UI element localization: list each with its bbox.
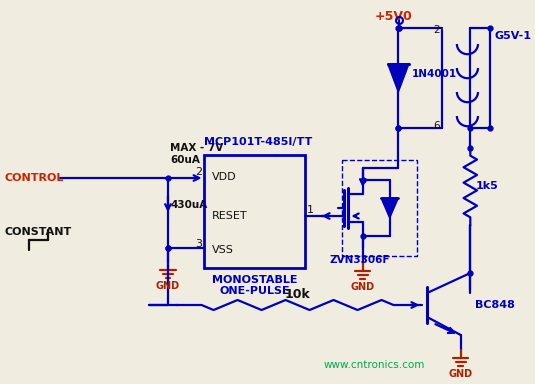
Text: BC848: BC848 — [475, 300, 515, 310]
Bar — [342, 160, 417, 256]
Text: VSS: VSS — [212, 245, 234, 255]
Text: MCP101T-485I/TT: MCP101T-485I/TT — [204, 137, 312, 147]
Text: MONOSTABLE: MONOSTABLE — [212, 275, 297, 285]
Text: CONTROL: CONTROL — [5, 173, 64, 183]
Bar — [204, 155, 305, 268]
Text: VDD: VDD — [212, 172, 237, 182]
Text: 2: 2 — [433, 25, 440, 35]
Text: 60uA: 60uA — [170, 155, 200, 165]
Polygon shape — [388, 64, 409, 92]
Text: GND: GND — [351, 282, 375, 292]
Text: CONSTANT: CONSTANT — [5, 227, 72, 237]
Text: www.cntronics.com: www.cntronics.com — [324, 360, 425, 370]
Text: 430uA: 430uA — [171, 200, 208, 210]
Text: GND: GND — [449, 369, 473, 379]
Text: G5V-1: G5V-1 — [494, 31, 531, 41]
Text: 1: 1 — [307, 205, 314, 215]
Text: RESET: RESET — [212, 211, 248, 221]
Text: MAX - 7V: MAX - 7V — [170, 143, 223, 153]
Text: 1k5: 1k5 — [476, 181, 499, 191]
Polygon shape — [381, 198, 399, 218]
Text: 1N4001: 1N4001 — [412, 69, 457, 79]
Text: 6: 6 — [433, 121, 440, 131]
Text: 2: 2 — [195, 167, 203, 177]
Text: +5V0: +5V0 — [374, 10, 412, 23]
Text: 3: 3 — [195, 239, 203, 249]
Text: 10k: 10k — [285, 288, 310, 301]
Text: ONE-PULSE: ONE-PULSE — [219, 286, 289, 296]
Text: GND: GND — [156, 281, 180, 291]
Text: ZVN3306F: ZVN3306F — [329, 255, 389, 265]
